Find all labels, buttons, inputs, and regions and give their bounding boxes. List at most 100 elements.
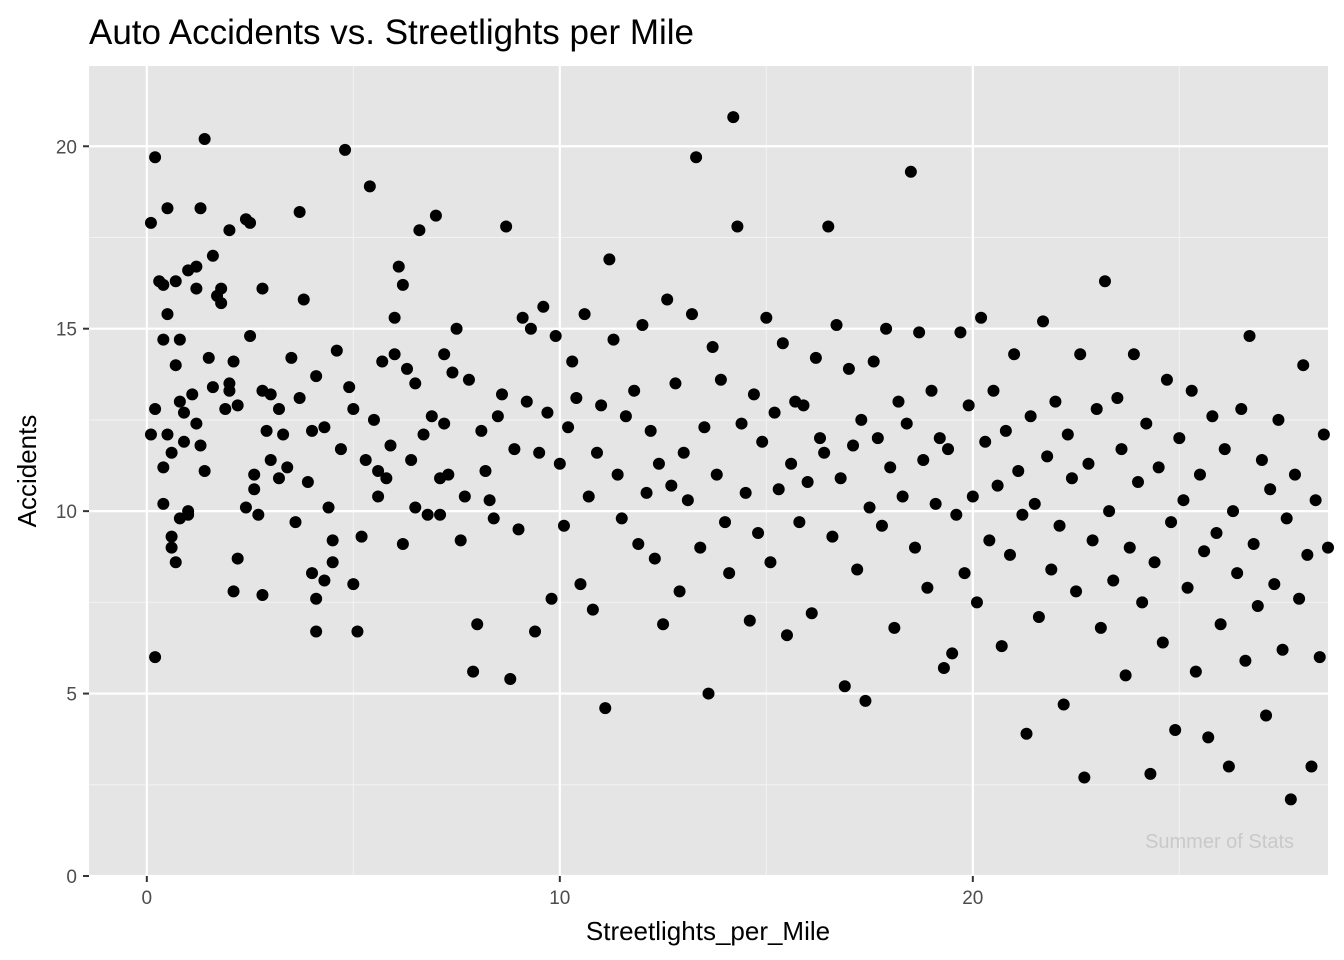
data-point [1239, 654, 1252, 667]
data-point [442, 468, 455, 481]
data-point [1264, 483, 1277, 496]
data-point [277, 428, 290, 441]
data-point [1293, 592, 1306, 605]
scatter-points [144, 111, 1334, 806]
data-point [491, 410, 504, 423]
y-axis: 0 5 10 15 20 [56, 137, 89, 888]
x-tick-label: 20 [962, 888, 983, 909]
data-point [223, 224, 236, 237]
data-point [851, 563, 864, 576]
data-point [318, 574, 331, 587]
data-point [962, 399, 975, 412]
data-point [1193, 468, 1206, 481]
data-point [566, 355, 579, 368]
data-point [202, 351, 215, 364]
data-point [913, 326, 926, 339]
data-point [805, 607, 818, 620]
data-point [1090, 402, 1103, 415]
data-point [1049, 395, 1062, 408]
data-point [628, 384, 641, 397]
data-point [194, 202, 207, 215]
data-point [1098, 275, 1111, 288]
data-point [1148, 556, 1161, 569]
data-point [549, 330, 562, 342]
x-tick-label: 10 [549, 888, 570, 909]
x-tick-label: 0 [142, 888, 153, 909]
data-point [165, 530, 178, 543]
data-point [719, 516, 732, 529]
data-point [665, 479, 678, 492]
data-point [970, 596, 983, 609]
data-point [326, 556, 339, 569]
data-point [958, 567, 971, 580]
data-point [545, 592, 558, 605]
data-point [215, 297, 228, 310]
data-point [681, 494, 694, 507]
data-point [1003, 548, 1016, 561]
data-point [541, 406, 554, 419]
data-point [438, 417, 451, 430]
data-point [954, 326, 967, 339]
data-point [355, 530, 368, 543]
data-point [165, 541, 178, 554]
data-point [611, 468, 624, 481]
data-point [227, 585, 240, 598]
data-point [293, 205, 306, 218]
data-point [182, 505, 195, 518]
data-point [144, 428, 157, 441]
data-point [533, 446, 546, 459]
data-point [244, 216, 257, 229]
chart-title: Auto Accidents vs. Streetlights per Mile [89, 13, 694, 52]
data-point [599, 702, 612, 715]
data-point [991, 479, 1004, 492]
data-point [1288, 468, 1301, 481]
data-point [1012, 465, 1025, 477]
data-point [1173, 432, 1186, 445]
data-point [384, 439, 397, 452]
data-point [574, 578, 587, 591]
data-point [1222, 760, 1235, 773]
data-point [714, 373, 727, 386]
data-point [347, 402, 360, 415]
data-point [516, 311, 529, 324]
data-point [880, 322, 893, 335]
data-point [884, 461, 897, 474]
y-tick-label: 5 [66, 685, 77, 706]
data-point [1255, 454, 1268, 467]
data-point [161, 428, 174, 441]
data-point [983, 534, 996, 547]
data-point [1037, 315, 1050, 328]
data-point [479, 465, 492, 477]
data-point [434, 508, 447, 521]
data-point [1123, 541, 1136, 554]
data-point [760, 311, 773, 324]
data-point [458, 490, 471, 503]
data-point [1057, 698, 1070, 711]
data-point [161, 202, 174, 215]
watermark-text: Summer of Stats [1145, 831, 1294, 853]
plot-panel [89, 66, 1328, 876]
data-point [562, 421, 575, 434]
data-point [339, 143, 352, 156]
data-point [322, 501, 335, 514]
data-point [871, 432, 884, 445]
data-point [1235, 402, 1248, 415]
data-point [847, 439, 860, 452]
data-point [685, 308, 698, 321]
data-point [318, 421, 331, 434]
data-point [652, 457, 665, 470]
data-point [446, 366, 459, 379]
data-point [1210, 527, 1223, 540]
data-point [776, 337, 789, 350]
data-point [1156, 636, 1169, 649]
data-point [450, 322, 463, 335]
data-point [190, 260, 203, 273]
data-point [157, 461, 170, 474]
data-point [293, 392, 306, 405]
data-point [661, 293, 674, 306]
data-point [553, 457, 566, 470]
data-point [372, 490, 385, 503]
data-point [347, 578, 360, 591]
y-tick-label: 20 [56, 137, 77, 158]
x-axis: 0 10 20 [142, 876, 983, 909]
